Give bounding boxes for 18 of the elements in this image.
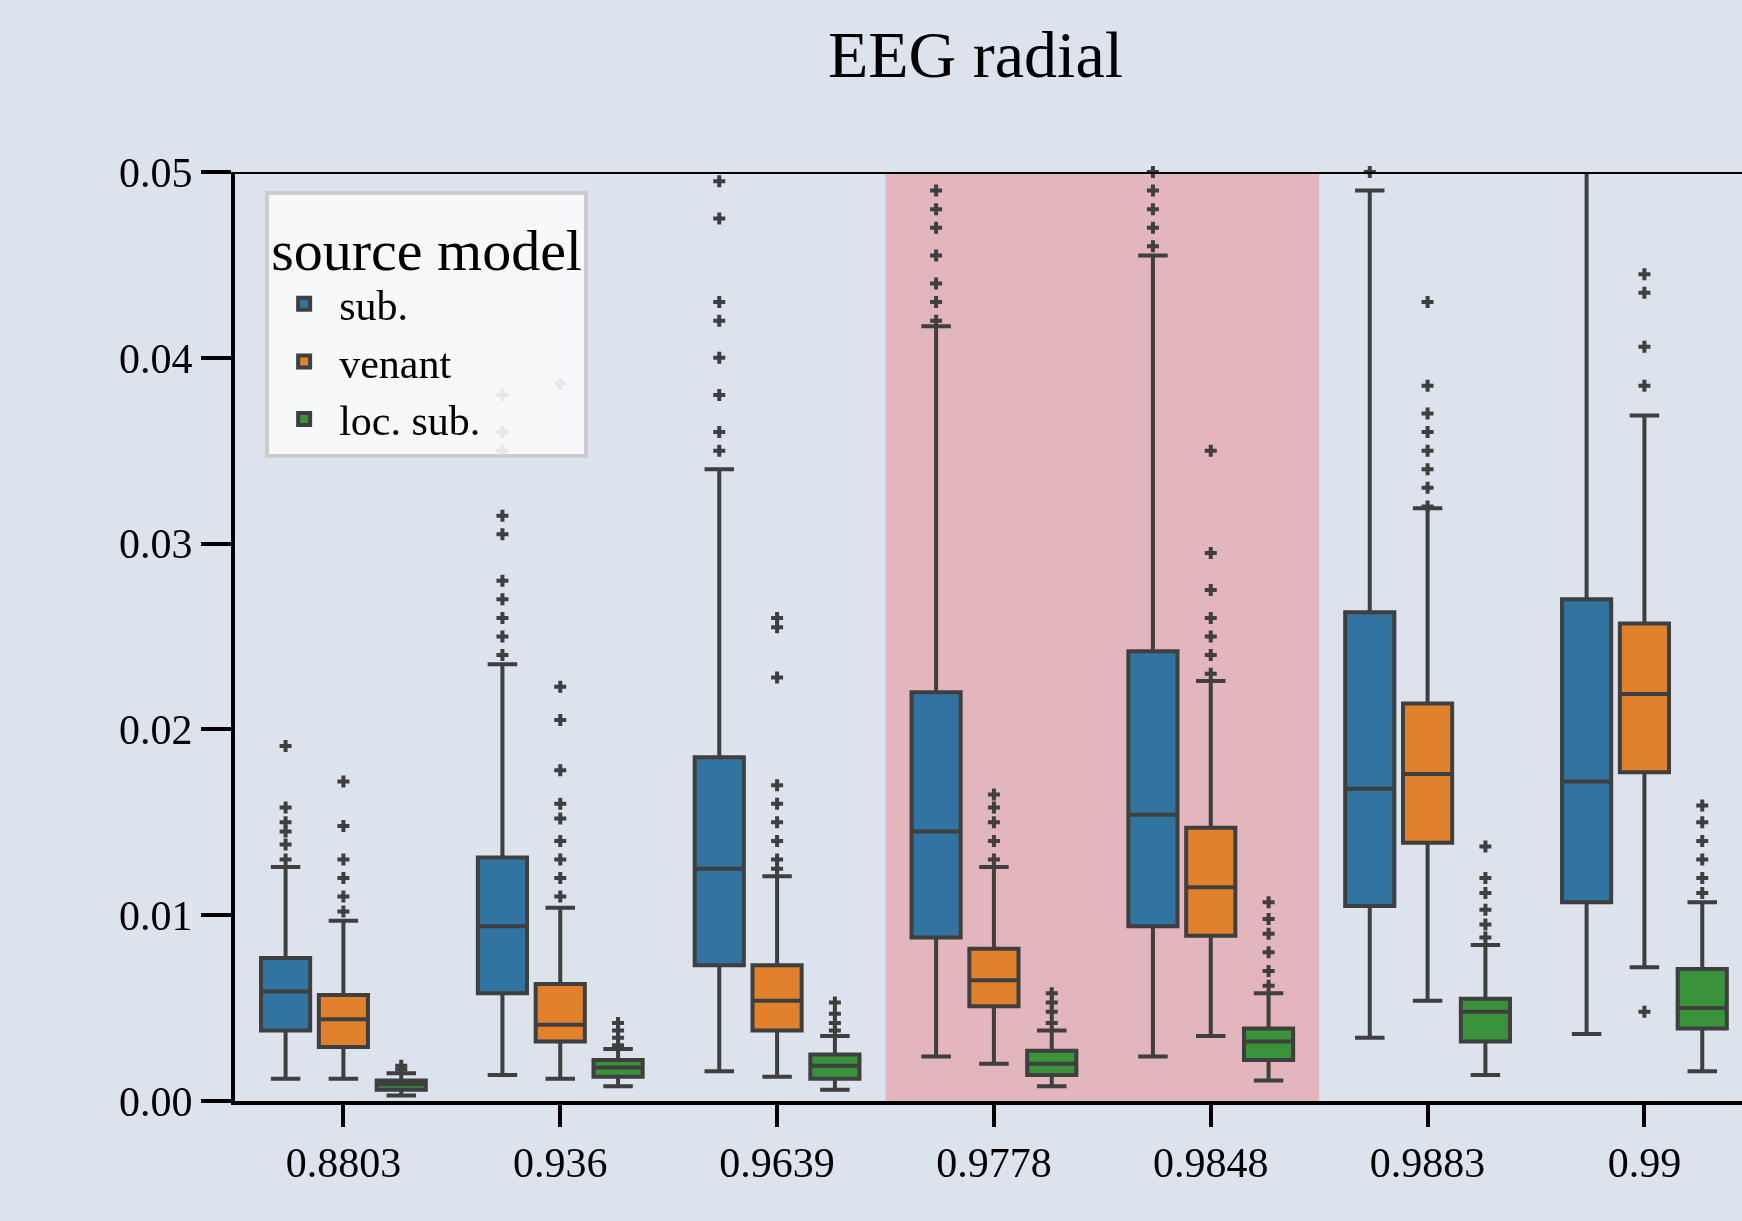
- x-tick-label: 0.9639: [719, 1140, 835, 1187]
- x-tick-label: 0.8803: [285, 1140, 402, 1187]
- x-tick-label: 0.936: [513, 1140, 608, 1187]
- legend-title: source model: [271, 217, 582, 283]
- legend-label: venant: [339, 340, 452, 387]
- x-tick-label: 0.9848: [1153, 1140, 1269, 1187]
- legend-label: sub.: [339, 283, 408, 330]
- y-tick-label: 0.03: [119, 521, 193, 568]
- y-tick-label: 0.04: [119, 335, 193, 382]
- y-tick-label: 0.05: [119, 149, 193, 196]
- x-tick-label: 0.99: [1607, 1140, 1682, 1187]
- x-tick-label: 0.9883: [1369, 1140, 1486, 1187]
- y-tick-label: 0.01: [119, 892, 193, 939]
- y-tick-label: 0.02: [119, 707, 193, 754]
- x-tick-label: 0.9778: [936, 1140, 1052, 1187]
- y-tick-label: 0.00: [119, 1078, 193, 1125]
- chart-title: EEG radial: [828, 17, 1124, 91]
- legend-label: loc. sub.: [339, 398, 481, 445]
